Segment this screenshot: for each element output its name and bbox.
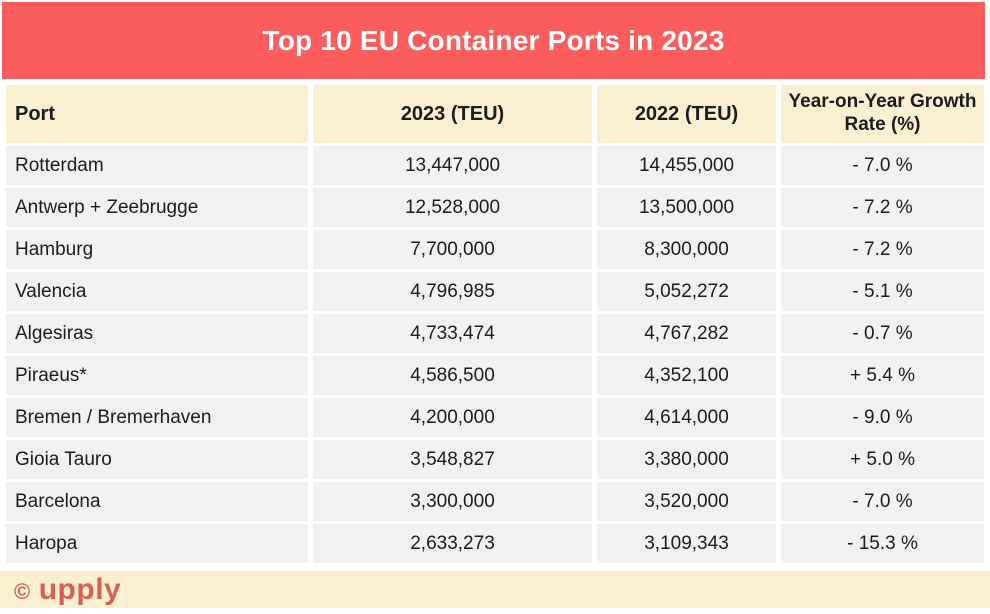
title-banner: Top 10 EU Container Ports in 2023: [2, 2, 985, 79]
teu-2022-cell: 14,455,000: [597, 146, 776, 185]
brand-wordmark: upply: [38, 572, 122, 606]
teu-2023-cell: 2,633,273: [313, 524, 592, 563]
growth-rate-cell: - 9.0 %: [781, 398, 984, 437]
growth-rate-cell: - 7.2 %: [781, 230, 984, 269]
teu-2023-cell: 3,300,000: [313, 482, 592, 521]
teu-2023-cell: 4,586,500: [313, 356, 592, 395]
column-header-2023-teu: 2023 (TEU): [313, 85, 592, 143]
ports-table: Port 2023 (TEU) 2022 (TEU) Year-on-Year …: [6, 85, 984, 566]
teu-2022-cell: 3,109,343: [597, 524, 776, 563]
port-name-cell: Valencia: [6, 272, 308, 311]
table-row: Haropa 2,633,273 3,109,343- 15.3 %: [6, 524, 984, 563]
port-name-cell: Bremen / Bremerhaven: [6, 398, 308, 437]
port-name-cell: Haropa: [6, 524, 308, 563]
teu-2022-cell: 8,300,000: [597, 230, 776, 269]
teu-2022-cell: 4,352,100: [597, 356, 776, 395]
table-row: Algesiras 4,733,474 4,767,282- 0.7 %: [6, 314, 984, 353]
table-row: Antwerp + Zeebrugge 12,528,000 13,500,000-…: [6, 188, 984, 227]
copyright-icon: ©: [14, 578, 31, 604]
port-name-cell: Gioia Tauro: [6, 440, 308, 479]
growth-rate-cell: - 15.3 %: [781, 524, 984, 563]
teu-2023-cell: 4,200,000: [313, 398, 592, 437]
port-name-cell: Barcelona: [6, 482, 308, 521]
column-header-2022-teu: 2022 (TEU): [597, 85, 776, 143]
table-header-row: Port 2023 (TEU) 2022 (TEU) Year-on-Year …: [6, 85, 984, 143]
column-header-growth-rate: Year-on-Year Growth Rate (%): [781, 85, 984, 143]
table-row: Hamburg 7,700,000 8,300,000- 7.2 %: [6, 230, 984, 269]
page-title: Top 10 EU Container Ports in 2023: [262, 24, 725, 56]
table-row: Gioia Tauro 3,548,827 3,380,000 + 5.0 %: [6, 440, 984, 479]
teu-2022-cell: 13,500,000: [597, 188, 776, 227]
teu-2022-cell: 4,767,282: [597, 314, 776, 353]
growth-rate-cell: + 5.0 %: [781, 440, 984, 479]
growth-rate-cell: - 7.2 %: [781, 188, 984, 227]
table-row: Valencia 4,796,985 5,052,272- 5.1 %: [6, 272, 984, 311]
port-name-cell: Algesiras: [6, 314, 308, 353]
port-name-cell: Piraeus*: [6, 356, 308, 395]
upply-logo: © upply: [14, 572, 122, 606]
growth-rate-cell: + 5.4 %: [781, 356, 984, 395]
table-row: Bremen / Bremerhaven 4,200,000 4,614,000- …: [6, 398, 984, 437]
port-name-cell: Antwerp + Zeebrugge: [6, 188, 308, 227]
table-row: Piraeus* 4,586,500 4,352,100 + 5.4 %: [6, 356, 984, 395]
teu-2022-cell: 5,052,272: [597, 272, 776, 311]
teu-2023-cell: 3,548,827: [313, 440, 592, 479]
growth-rate-cell: - 7.0 %: [781, 146, 984, 185]
table-row: Barcelona 3,300,000 3,520,000- 7.0 %: [6, 482, 984, 521]
teu-2023-cell: 4,733,474: [313, 314, 592, 353]
growth-rate-cell: - 0.7 %: [781, 314, 984, 353]
teu-2022-cell: 3,520,000: [597, 482, 776, 521]
teu-2023-cell: 13,447,000: [313, 146, 592, 185]
growth-rate-cell: - 5.1 %: [781, 272, 984, 311]
teu-2023-cell: 7,700,000: [313, 230, 592, 269]
teu-2023-cell: 12,528,000: [313, 188, 592, 227]
column-header-port: Port: [6, 85, 308, 143]
table-body: Rotterdam 13,447,000 14,455,000- 7.0 % Antw…: [6, 146, 984, 563]
teu-2022-cell: 4,614,000: [597, 398, 776, 437]
port-name-cell: Hamburg: [6, 230, 308, 269]
port-name-cell: Rotterdam: [6, 146, 308, 185]
growth-rate-cell: - 7.0 %: [781, 482, 984, 521]
teu-2022-cell: 3,380,000: [597, 440, 776, 479]
teu-2023-cell: 4,796,985: [313, 272, 592, 311]
table-row: Rotterdam 13,447,000 14,455,000- 7.0 %: [6, 146, 984, 185]
footer-bar: © upply: [0, 571, 990, 608]
